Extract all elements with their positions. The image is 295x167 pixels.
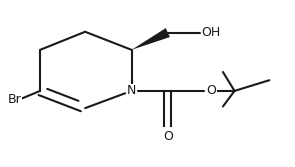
Text: OH: OH bbox=[202, 26, 221, 39]
Text: O: O bbox=[163, 130, 173, 143]
Text: Br: Br bbox=[7, 93, 21, 106]
Polygon shape bbox=[132, 28, 170, 50]
Text: O: O bbox=[206, 84, 216, 97]
Text: N: N bbox=[127, 84, 136, 97]
